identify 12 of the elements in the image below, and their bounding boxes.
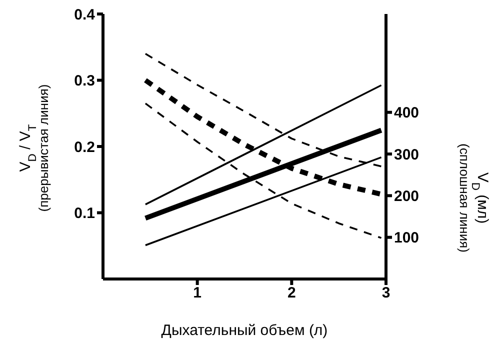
y2-tick-label: 200 <box>394 188 420 205</box>
y-tick-label: 0.1 <box>74 205 95 222</box>
y-tick-label: 0.3 <box>74 72 95 90</box>
y-tick-label: 0.4 <box>74 6 96 24</box>
y2-tick-label: 400 <box>394 104 420 122</box>
y-tick-label: 0.2 <box>74 138 95 156</box>
y2-tick-label: 300 <box>394 146 420 164</box>
x-tick-label: 3 <box>382 284 390 302</box>
x-axis-title: Дыхательный объем (л) <box>161 322 328 339</box>
x-tick-label: 1 <box>193 284 202 302</box>
y2-tick-label: 100 <box>394 230 420 247</box>
x-tick-label: 2 <box>287 284 296 302</box>
